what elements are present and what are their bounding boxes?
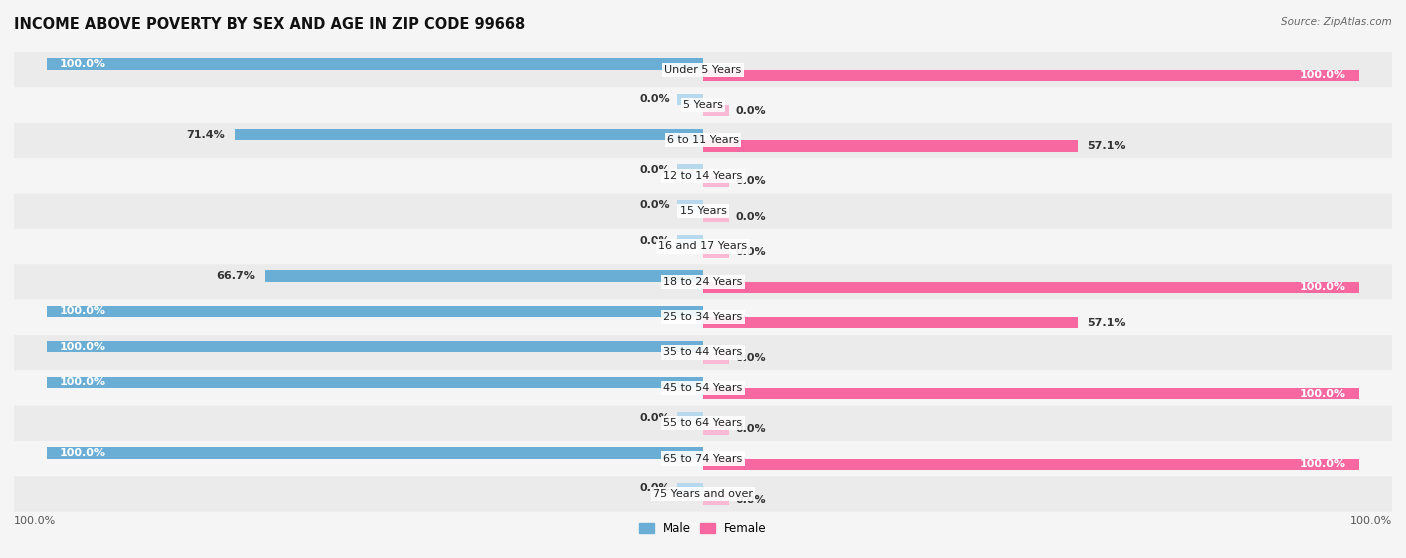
Bar (676, 271, 703, 282)
Text: 0.0%: 0.0% (640, 200, 671, 210)
Text: 100.0%: 100.0% (60, 59, 105, 69)
Bar (703, 459, 730, 470)
Bar (46, 306, 703, 317)
Text: 100.0%: 100.0% (1301, 282, 1346, 292)
Text: 57.1%: 57.1% (1087, 141, 1126, 151)
Bar (676, 200, 703, 211)
FancyBboxPatch shape (14, 194, 1392, 229)
Text: 0.0%: 0.0% (735, 211, 766, 222)
Text: 25 to 34 Years: 25 to 34 Years (664, 312, 742, 322)
Text: 100.0%: 100.0% (60, 306, 105, 316)
Text: 100.0%: 100.0% (60, 448, 105, 458)
Text: 18 to 24 Years: 18 to 24 Years (664, 277, 742, 287)
Text: 100.0%: 100.0% (60, 342, 105, 352)
Bar (703, 353, 730, 364)
Text: 0.0%: 0.0% (640, 165, 671, 175)
Text: 100.0%: 100.0% (60, 377, 105, 387)
Text: 55 to 64 Years: 55 to 64 Years (664, 418, 742, 428)
Bar (676, 377, 703, 388)
FancyBboxPatch shape (14, 158, 1392, 194)
Bar (676, 59, 703, 70)
Bar (676, 483, 703, 494)
Bar (703, 317, 1077, 329)
Text: Source: ZipAtlas.com: Source: ZipAtlas.com (1281, 17, 1392, 27)
Text: 0.0%: 0.0% (735, 105, 766, 116)
Text: 100.0%: 100.0% (1301, 459, 1346, 469)
Bar (703, 176, 730, 187)
Bar (676, 129, 703, 141)
Text: 0.0%: 0.0% (735, 494, 766, 504)
Text: INCOME ABOVE POVERTY BY SEX AND AGE IN ZIP CODE 99668: INCOME ABOVE POVERTY BY SEX AND AGE IN Z… (14, 17, 526, 32)
Text: 0.0%: 0.0% (640, 483, 671, 493)
Bar (703, 141, 1077, 152)
Bar (703, 388, 730, 399)
Bar (676, 412, 703, 423)
FancyBboxPatch shape (14, 335, 1392, 370)
Bar (266, 271, 703, 282)
Bar (703, 459, 1360, 470)
Bar (703, 70, 1360, 81)
Bar (676, 94, 703, 105)
FancyBboxPatch shape (14, 300, 1392, 335)
Bar (235, 129, 703, 141)
FancyBboxPatch shape (14, 441, 1392, 476)
Text: 0.0%: 0.0% (735, 176, 766, 186)
Bar (703, 317, 730, 329)
Text: 75 Years and over: 75 Years and over (652, 489, 754, 499)
Text: 15 Years: 15 Years (679, 206, 727, 216)
FancyBboxPatch shape (14, 406, 1392, 441)
Bar (703, 282, 1360, 293)
Bar (703, 494, 730, 505)
Text: 100.0%: 100.0% (1301, 70, 1346, 80)
Text: 45 to 54 Years: 45 to 54 Years (664, 383, 742, 393)
FancyBboxPatch shape (14, 88, 1392, 123)
FancyBboxPatch shape (14, 476, 1392, 512)
Text: 35 to 44 Years: 35 to 44 Years (664, 348, 742, 358)
Bar (703, 105, 730, 116)
Bar (703, 211, 730, 223)
Bar (676, 341, 703, 353)
Text: 16 and 17 Years: 16 and 17 Years (658, 242, 748, 252)
Text: 0.0%: 0.0% (640, 236, 671, 246)
Text: 5 Years: 5 Years (683, 100, 723, 110)
Text: Under 5 Years: Under 5 Years (665, 65, 741, 75)
Text: 65 to 74 Years: 65 to 74 Years (664, 454, 742, 464)
Legend: Male, Female: Male, Female (634, 517, 772, 540)
Bar (46, 448, 703, 459)
Text: 0.0%: 0.0% (640, 412, 671, 422)
FancyBboxPatch shape (14, 123, 1392, 158)
Bar (703, 141, 730, 152)
Text: 100.0%: 100.0% (1350, 516, 1392, 526)
FancyBboxPatch shape (14, 370, 1392, 406)
FancyBboxPatch shape (14, 229, 1392, 264)
Bar (46, 59, 703, 70)
FancyBboxPatch shape (14, 264, 1392, 300)
Bar (676, 306, 703, 317)
Text: 0.0%: 0.0% (735, 353, 766, 363)
Text: 12 to 14 Years: 12 to 14 Years (664, 171, 742, 181)
Text: 0.0%: 0.0% (735, 424, 766, 434)
Text: 100.0%: 100.0% (1301, 388, 1346, 398)
Text: 71.4%: 71.4% (186, 129, 225, 140)
Text: 100.0%: 100.0% (14, 516, 56, 526)
Text: 57.1%: 57.1% (1087, 318, 1126, 328)
Bar (676, 448, 703, 459)
FancyBboxPatch shape (14, 52, 1392, 88)
Bar (46, 341, 703, 353)
Bar (46, 377, 703, 388)
Text: 0.0%: 0.0% (640, 94, 671, 104)
Text: 6 to 11 Years: 6 to 11 Years (666, 136, 740, 146)
Text: 0.0%: 0.0% (735, 247, 766, 257)
Bar (703, 247, 730, 258)
Bar (676, 165, 703, 176)
Bar (703, 388, 1360, 399)
Bar (676, 235, 703, 247)
Bar (703, 70, 730, 81)
Text: 66.7%: 66.7% (217, 271, 256, 281)
Bar (703, 282, 730, 293)
Bar (703, 423, 730, 435)
